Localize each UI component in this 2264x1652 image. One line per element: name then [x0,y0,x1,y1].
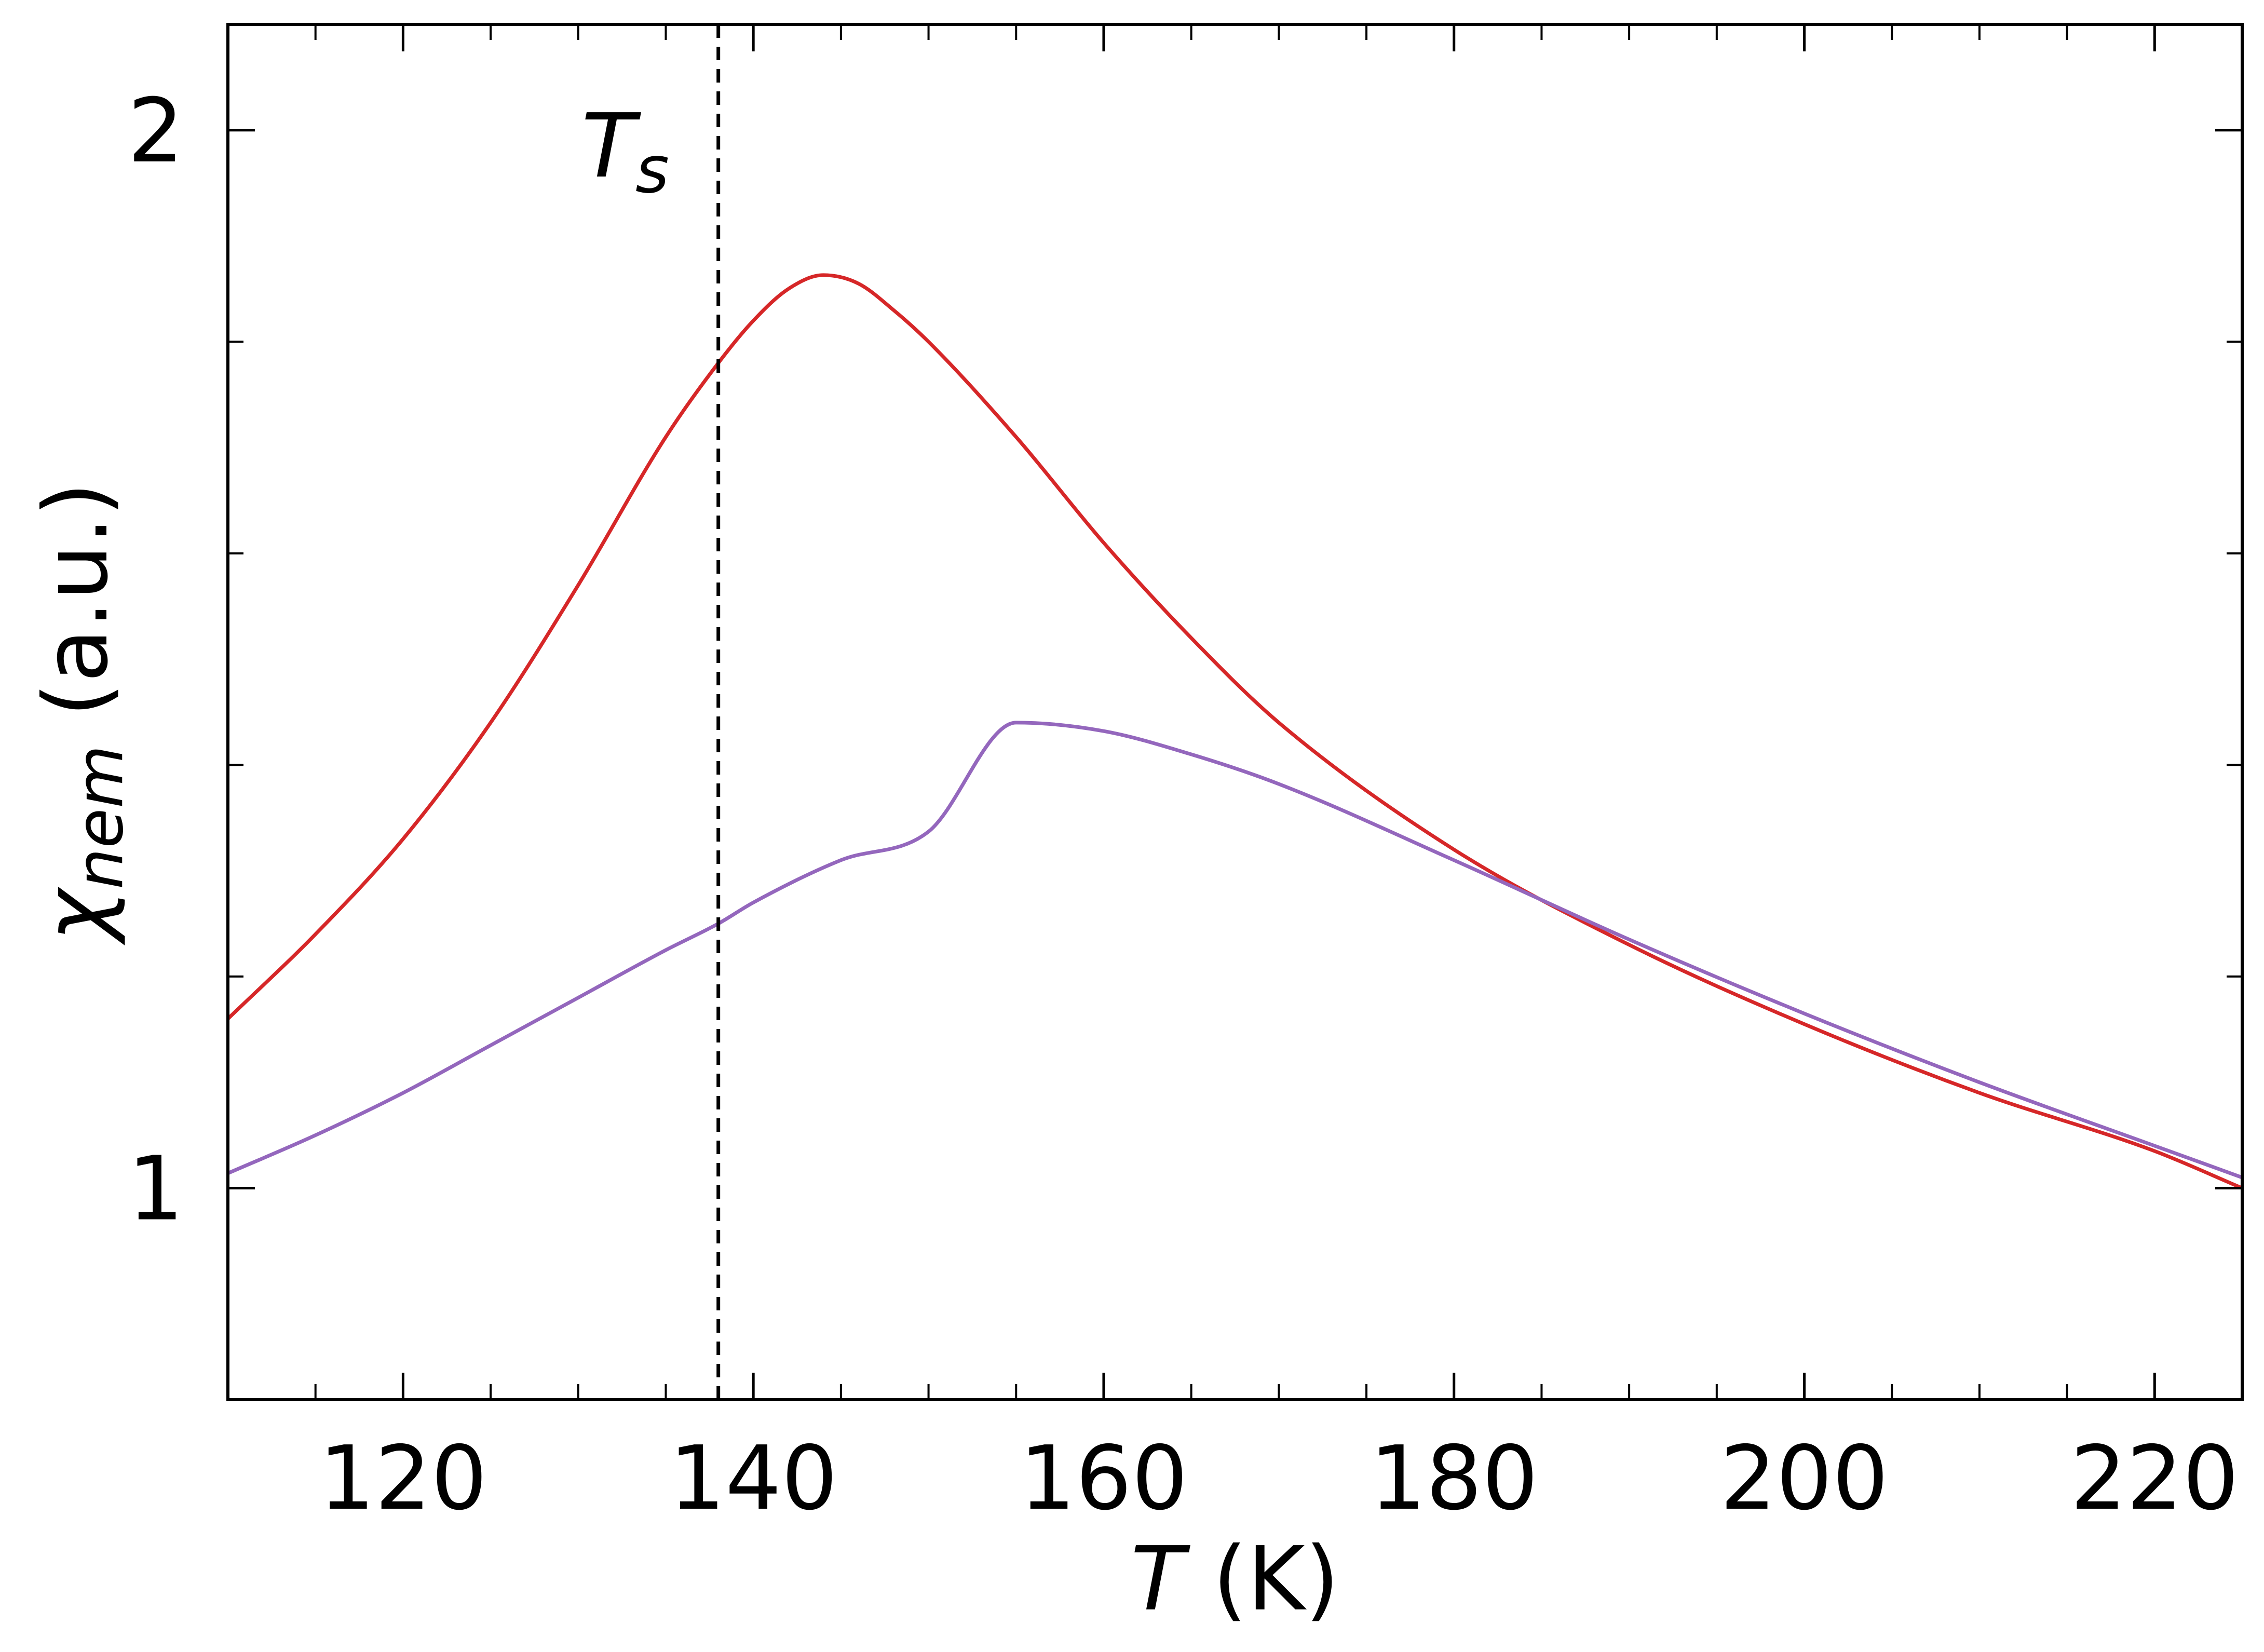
y-axis-label-symbol: χ [25,887,128,946]
series-line-2 [228,721,2242,1180]
plot-frame [226,23,2244,1401]
x-axis-label-unit: (K) [1185,1528,1339,1631]
y-tick-label: 2 [128,80,184,183]
series-layer [228,273,2242,1190]
vline-label: Ts [581,95,669,208]
y-tick-label: 1 [128,1138,184,1240]
y-axis-label-unit: (a.u.) [25,482,128,745]
x-tick-label: 120 [319,1427,487,1530]
x-tick-label: 200 [1720,1427,1888,1530]
series-line-1 [228,273,2242,1190]
tick-labels-layer: 120 140 160 180 200 220 1 2 [128,80,2239,1530]
vline-label-subscript: s [635,132,669,208]
vline-label-symbol: T [581,95,641,198]
x-tick-label: 140 [669,1427,837,1530]
x-tick-label: 220 [2070,1427,2239,1530]
x-tick-label: 160 [1020,1427,1188,1530]
x-axis-label: T (K) [1131,1528,1339,1631]
x-axis-label-symbol: T [1131,1528,1190,1631]
x-tick-label: 180 [1370,1427,1538,1530]
ticks-layer [228,24,2242,1400]
y-axis-label: χnem (a.u.) [25,482,138,945]
y-axis-label-subscript: nem [62,745,138,889]
